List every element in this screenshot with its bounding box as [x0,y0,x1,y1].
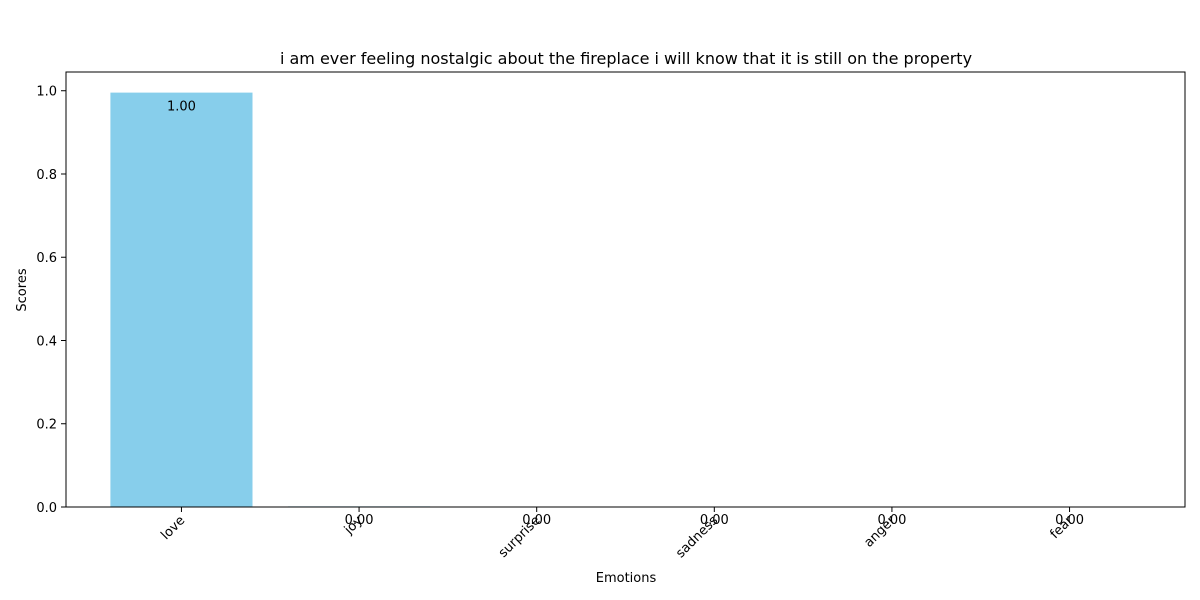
y-axis-label: Scores [15,268,30,311]
bars-group [110,92,1141,508]
value-label-joy: 0.00 [345,513,374,528]
plot-frame [65,71,1186,508]
chart-title: i am ever feeling nostalgic about the fi… [280,49,972,68]
value-labels-group: 1.00 0.00 0.00 0.00 0.00 0.00 [167,100,1084,528]
value-label-fear: 0.00 [1055,513,1084,528]
y-tick-label-0.0: 0.0 [36,501,57,516]
y-tick-label-0.8: 0.8 [36,168,57,183]
y-tick-label-0.6: 0.6 [36,251,57,266]
y-tick-label-0.2: 0.2 [36,418,57,433]
value-label-surprise: 0.00 [522,513,551,528]
value-label-anger: 0.00 [877,513,906,528]
y-tick-label-0.4: 0.4 [36,334,57,349]
x-tick-label-surprise: surprise [496,513,544,561]
bar-love [110,92,253,508]
value-label-sadness: 0.00 [700,513,729,528]
y-axis: 0.0 0.2 0.4 0.6 0.8 1.0 [36,85,66,516]
x-axis: love joy surprise sadness anger fear [158,507,1077,561]
y-tick-label-1.0: 1.0 [36,85,57,100]
x-axis-label: Emotions [596,571,657,586]
x-tick-label-sadness: sadness [673,513,721,561]
value-label-love: 1.00 [167,100,196,115]
x-tick-label-love: love [158,513,188,543]
